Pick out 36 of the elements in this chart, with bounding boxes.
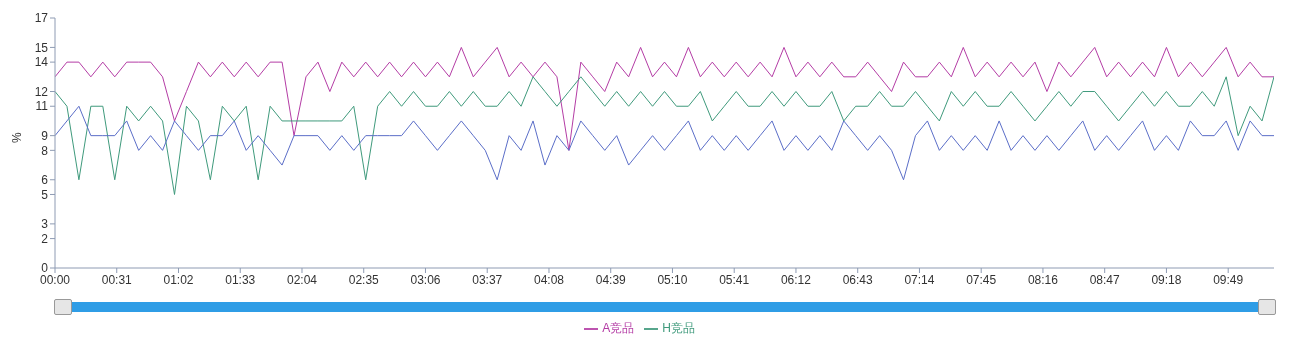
y-tick-label: 15 xyxy=(34,40,49,55)
x-tick-label: 00:31 xyxy=(101,272,133,287)
legend-label: H竞品 xyxy=(662,321,695,335)
x-tick-label: 02:35 xyxy=(348,272,380,287)
x-tick-label: 07:45 xyxy=(966,272,997,287)
legend-label: A竞品 xyxy=(602,321,635,335)
line-series xyxy=(55,76,1274,195)
x-tick-label: 01:02 xyxy=(163,272,194,287)
x-tick-label: 06:43 xyxy=(842,272,874,287)
x-tick-label: 03:37 xyxy=(472,272,503,287)
x-tick-label: 04:08 xyxy=(533,272,565,287)
y-tick-label: 6 xyxy=(41,173,49,188)
x-tick-label: 07:14 xyxy=(904,272,935,287)
y-tick-label: 3 xyxy=(41,217,49,232)
y-tick-label: 5 xyxy=(41,187,49,202)
x-tick-label: 08:47 xyxy=(1089,272,1121,287)
x-tick-label: 03:06 xyxy=(410,272,441,287)
x-tick-label: 01:33 xyxy=(225,272,256,287)
y-tick-label: 11 xyxy=(35,99,49,114)
y-tick-label: 14 xyxy=(34,55,49,70)
x-tick-label: 09:18 xyxy=(1151,272,1182,287)
x-tick-label: 05:10 xyxy=(657,272,688,287)
x-tick-label: 06:12 xyxy=(780,272,812,287)
y-tick-label: 2 xyxy=(41,231,49,246)
y-tick-label: 9 xyxy=(41,128,49,143)
y-tick-label: 17 xyxy=(34,11,49,26)
y-tick-label: 12 xyxy=(34,84,49,99)
y-tick-label: 8 xyxy=(41,143,49,158)
line-series xyxy=(55,46,1274,151)
x-tick-label: 08:16 xyxy=(1027,272,1059,287)
x-tick-label: 04:39 xyxy=(595,272,627,287)
line-series xyxy=(55,105,1274,181)
y-axis-title: % xyxy=(10,132,25,143)
x-tick-label: 09:49 xyxy=(1213,272,1244,287)
x-tick-label: 05:41 xyxy=(719,272,750,287)
x-tick-label: 02:04 xyxy=(286,272,318,287)
